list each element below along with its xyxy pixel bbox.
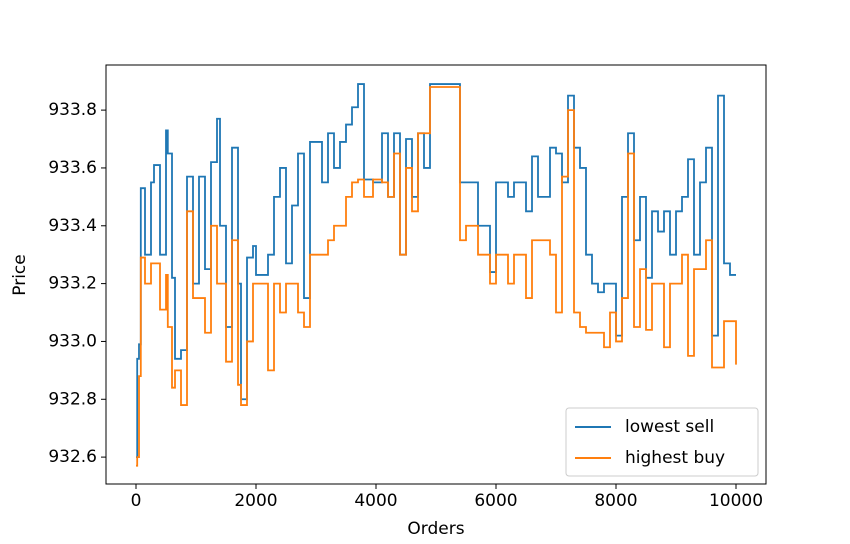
y-tick-label: 932.8 [48, 389, 97, 409]
x-tick-label: 4000 [354, 491, 397, 511]
plot-frame [105, 64, 767, 485]
x-tick-label: 10000 [709, 491, 763, 511]
x-tick-label: 2000 [234, 491, 277, 511]
y-tick-label: 932.6 [48, 447, 97, 467]
y-tick-label: 933.2 [48, 274, 97, 294]
y-axis-label: Price [10, 254, 30, 295]
legend-box [565, 407, 759, 477]
x-tick-label: 0 [131, 491, 142, 511]
series-line [136, 86, 737, 467]
series-line [136, 83, 736, 459]
y-tick-label: 933.8 [48, 100, 97, 120]
y-tick-label: 933.4 [48, 216, 97, 236]
legend-label: lowest sell [625, 417, 714, 437]
x-tick-label: 6000 [474, 491, 517, 511]
y-tick-label: 933.6 [48, 158, 97, 178]
legend-label: highest buy [625, 448, 725, 468]
y-tick-label: 933.0 [48, 331, 97, 351]
x-tick-label: 8000 [594, 491, 637, 511]
x-axis-label: Orders [407, 519, 464, 539]
